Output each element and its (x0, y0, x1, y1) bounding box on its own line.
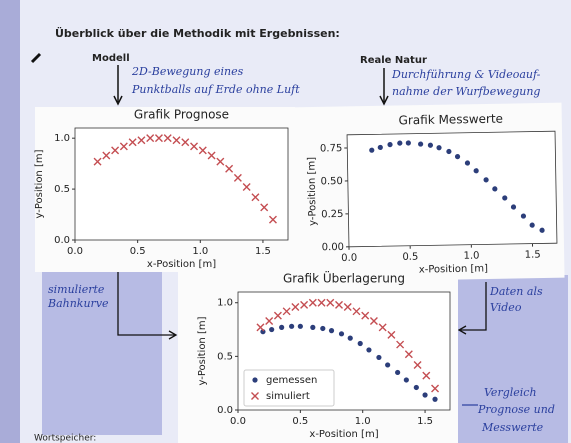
x-tick-label: 0.5 (130, 246, 146, 257)
dot-marker (404, 377, 409, 382)
chart-title: Grafik Prognose (134, 108, 229, 122)
dot-marker (385, 362, 390, 367)
dot-marker (348, 336, 353, 341)
y-tick-label: 0.00 (322, 242, 344, 253)
dot-marker (366, 347, 371, 352)
chart-title: Grafik Messwerte (398, 112, 503, 128)
dot-marker (298, 324, 303, 329)
x-tick-label: 0.0 (341, 253, 357, 264)
left-note: Punktballs auf Erde ohne Luft (131, 83, 300, 96)
x-axis-label: x-Position [m] (309, 429, 378, 440)
dot-marker (329, 328, 334, 333)
y-tick-label: 0.50 (320, 176, 342, 187)
right-note: Durchführung & Videoauf- (391, 68, 541, 81)
chart-title: Grafik Überlagerung (283, 270, 405, 286)
right-label: Reale Natur (360, 55, 427, 66)
bottom-right-note: Messwerte (481, 421, 544, 434)
dot-marker (279, 325, 284, 330)
right-bottom-note: Daten als (489, 285, 543, 298)
legend-label: gemessen (266, 375, 317, 386)
x-tick-label: 1.0 (355, 416, 371, 427)
x-tick-label: 0.5 (402, 252, 418, 263)
y-tick-label: 0.75 (320, 143, 342, 154)
dot-marker (339, 331, 344, 336)
dot-marker (358, 341, 363, 346)
y-tick-label: 1.0 (54, 133, 70, 144)
bottom-right-note: Vergleich (484, 386, 537, 399)
dot-marker (432, 397, 437, 402)
dot-marker (252, 377, 257, 382)
x-tick-label: 0.0 (230, 416, 246, 427)
right-note: nahme der Wurfbewegung (392, 85, 540, 98)
dot-marker (310, 325, 315, 330)
left-note: 2D-Bewegung eines (131, 65, 244, 78)
y-axis-label: y-Position [m] (34, 149, 45, 218)
plot-frame (75, 128, 288, 240)
dot-marker (422, 392, 427, 397)
x-tick-label: 1.0 (463, 251, 479, 262)
dot-marker (269, 327, 274, 332)
dot-marker (320, 326, 325, 331)
x-tick-label: 0.0 (67, 246, 83, 257)
x-axis-label: x-Position [m] (419, 263, 488, 275)
y-tick-label: 0.25 (321, 209, 343, 220)
x-axis-label: x-Position [m] (147, 259, 216, 270)
left-label: Modell (92, 53, 130, 64)
x-tick-label: 1.0 (192, 246, 208, 257)
left-bottom-note: Bahnkurve (47, 297, 109, 310)
right-bottom-note: Video (490, 301, 522, 314)
x-tick-label: 1.5 (255, 246, 271, 257)
header: Überblick über die Methodik mit Ergebnis… (55, 26, 340, 40)
bottom-right-note: Prognose und (477, 403, 555, 416)
dot-marker (376, 355, 381, 360)
y-tick-label: 0.0 (54, 235, 70, 246)
y-axis-label: y-Position [m] (197, 316, 208, 385)
dot-marker (289, 324, 294, 329)
y-tick-label: 0.0 (217, 405, 233, 416)
x-tick-label: 1.5 (525, 249, 541, 260)
left-bottom-note: simulierte (48, 283, 105, 296)
x-tick-label: 1.5 (417, 416, 433, 427)
legend-label: simuliert (266, 391, 310, 402)
y-tick-label: 1.0 (217, 298, 233, 309)
dot-marker (414, 385, 419, 390)
y-tick-label: 0.5 (217, 351, 233, 362)
y-axis-label: y-Position [m] (306, 157, 318, 226)
worksheet-photo: Überblick über die Methodik mit Ergebnis… (0, 0, 571, 443)
x-tick-label: 0.5 (292, 416, 308, 427)
y-tick-label: 0.5 (54, 184, 70, 195)
footer: Wortspeicher: (34, 434, 96, 443)
dot-marker (395, 370, 400, 375)
